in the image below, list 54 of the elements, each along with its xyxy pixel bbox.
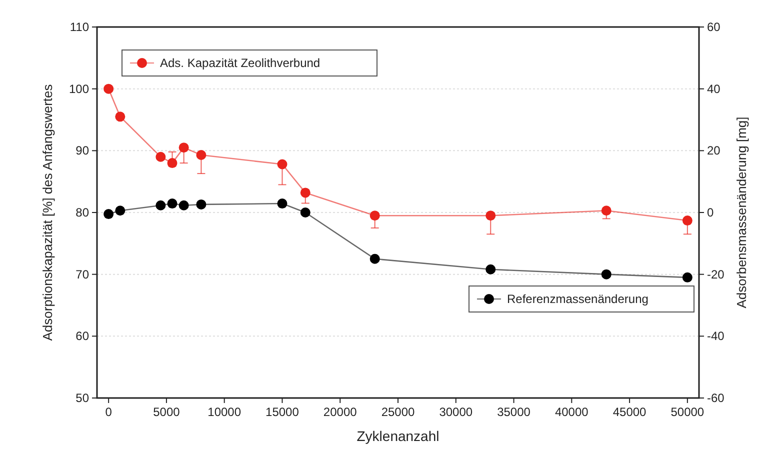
y2-tick-label: -20 (707, 267, 725, 282)
point (115, 112, 126, 122)
point (167, 158, 178, 168)
point (178, 200, 189, 210)
legend-label: Ads. Kapazität Zeolithverbund (160, 56, 320, 70)
point (601, 269, 612, 280)
y-tick-label: 70 (76, 267, 90, 282)
point (115, 206, 126, 216)
x-tick-label: 0 (105, 405, 112, 419)
point (178, 142, 189, 153)
y2-tick-label: -60 (707, 391, 725, 405)
point (601, 206, 612, 216)
y2-tick-label: 20 (707, 144, 721, 158)
point (277, 159, 288, 170)
x-tick-label: 30000 (439, 405, 473, 419)
y-axis-title: Adsorptionskapazität [%] des Anfangswertes (40, 84, 55, 341)
y2-tick-label: 40 (707, 82, 721, 96)
point (156, 152, 166, 162)
x-tick-label: 25000 (381, 405, 416, 419)
y-tick-label: 80 (76, 206, 90, 220)
legend-label: Referenzmassenänderung (507, 292, 648, 306)
point (167, 198, 178, 209)
point (300, 188, 310, 198)
point (277, 198, 288, 209)
y-tick-label: 60 (76, 329, 90, 344)
point (370, 210, 380, 221)
point (104, 84, 114, 94)
point (196, 150, 206, 160)
point (486, 264, 496, 274)
x-tick-label: 40000 (554, 405, 589, 419)
x-tick-label: 20000 (323, 405, 358, 419)
point (682, 216, 692, 226)
point (682, 272, 692, 282)
point (104, 209, 114, 220)
point (156, 200, 166, 210)
y-tick-label: 90 (76, 144, 90, 158)
y2-axis-title: Adsorbensmassenänderung [mg] (734, 116, 749, 308)
x-axis-title: Zyklenanzahl (356, 428, 440, 444)
x-tick-label: 45000 (612, 405, 647, 419)
x-tick-label: 15000 (266, 405, 300, 419)
point (486, 210, 496, 221)
y-tick-label: 50 (76, 391, 90, 405)
point (196, 199, 206, 210)
x-tick-label: 10000 (208, 405, 242, 419)
y-tick-label: 110 (70, 20, 90, 34)
x-tick-label: 5000 (153, 405, 180, 419)
y2-tick-label: 0 (707, 206, 714, 220)
x-tick-label: 35000 (497, 405, 531, 419)
x-tick-label: 50000 (670, 405, 704, 419)
point (300, 208, 310, 218)
point (370, 254, 380, 264)
y-tick-label: 100 (68, 82, 90, 96)
y2-tick-label: 60 (707, 20, 721, 34)
y2-tick-label: -40 (707, 329, 725, 344)
